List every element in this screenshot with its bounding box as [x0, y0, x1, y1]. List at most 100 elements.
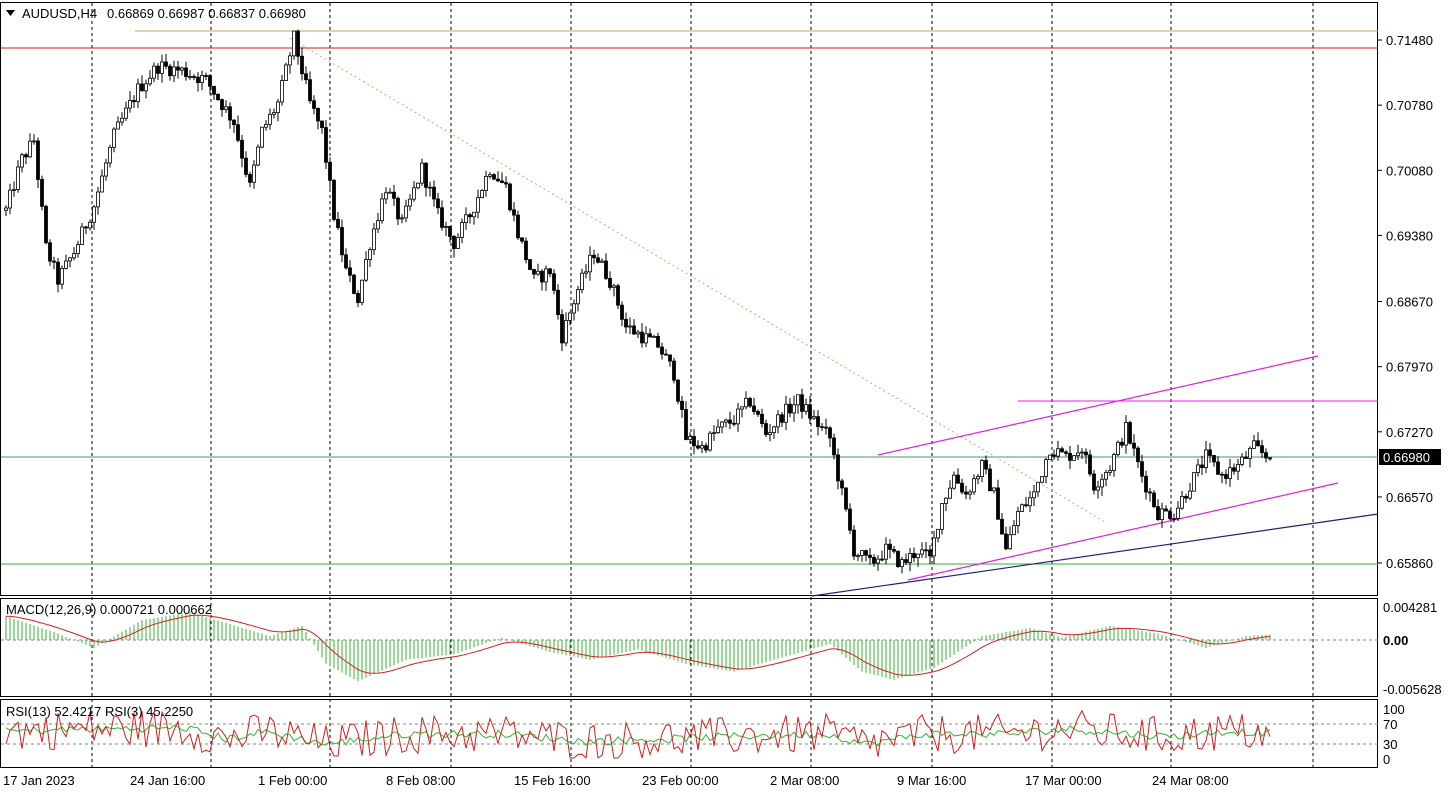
candle-body	[128, 100, 132, 109]
candle-body	[444, 226, 448, 228]
candle-body	[124, 107, 128, 119]
candle-body	[368, 249, 372, 261]
candle-body	[952, 474, 956, 489]
price-tick-label: 0.65860	[1386, 556, 1433, 571]
candle-body	[520, 237, 524, 242]
candle-body	[780, 414, 784, 423]
candle-body	[1056, 448, 1060, 457]
candle-body	[460, 222, 464, 238]
candle-body	[200, 75, 204, 83]
candle-body	[576, 289, 580, 305]
candle-body	[704, 445, 708, 451]
candle-body	[148, 77, 152, 85]
candle-body	[1168, 510, 1172, 519]
rsi13-line	[5, 724, 1271, 747]
candle-body	[288, 55, 292, 66]
candle-body	[1172, 518, 1176, 520]
candle-body	[836, 454, 840, 482]
trendlines[interactable]	[289, 37, 1379, 597]
candle-body	[52, 260, 56, 263]
macd-panel-frame	[0, 598, 1378, 697]
candle-body	[1016, 511, 1020, 527]
candle-body	[100, 175, 104, 193]
candle-body	[376, 220, 380, 230]
candle-body	[176, 66, 180, 71]
candle-body	[220, 99, 224, 110]
candle-body	[732, 422, 736, 425]
candle-body	[736, 408, 740, 425]
candle-body	[924, 549, 928, 552]
candle-body	[672, 360, 676, 381]
candle-body	[188, 76, 192, 78]
candle-body	[788, 403, 792, 414]
rsi-label: RSI(13) 52.4217 RSI(3) 45.2250	[6, 704, 193, 719]
candle-body	[1232, 467, 1236, 472]
candle-body	[840, 480, 844, 489]
candle-body	[856, 555, 860, 557]
candle-body	[996, 487, 1000, 520]
candle-body	[264, 123, 268, 128]
candle-body	[756, 411, 760, 415]
candle-body	[964, 491, 968, 495]
candle-body	[1104, 472, 1108, 480]
candle-body	[880, 558, 884, 561]
candle-body	[160, 61, 164, 74]
candle-body	[688, 436, 692, 440]
candle-body	[48, 242, 52, 262]
candle-body	[764, 423, 768, 435]
candle-body	[112, 128, 116, 148]
candle-body	[240, 139, 244, 159]
candle-body	[716, 426, 720, 434]
candle-body	[164, 61, 168, 67]
candle-body	[24, 154, 28, 158]
candle-body	[116, 121, 120, 130]
candle-body	[536, 270, 540, 275]
candle-body	[1260, 445, 1264, 454]
candle-body	[1204, 449, 1208, 468]
candle-body	[684, 409, 688, 440]
candle-body	[428, 186, 432, 189]
symbol-dropdown-icon[interactable]	[6, 10, 15, 16]
candle-body	[556, 289, 560, 316]
candle-body	[972, 478, 976, 493]
candle-body	[452, 236, 456, 249]
time-tick-label: 2 Mar 08:00	[770, 773, 839, 788]
candle-body	[968, 491, 972, 495]
candle-body	[608, 278, 612, 288]
candle-body	[528, 259, 532, 270]
candle-body	[488, 174, 492, 177]
candle-body	[624, 318, 628, 328]
candle-body	[216, 93, 220, 101]
candle-body	[464, 214, 468, 223]
candle-body	[1088, 454, 1092, 475]
candle-body	[1132, 442, 1136, 449]
candle-body	[408, 198, 412, 207]
candle-body	[832, 437, 836, 456]
candle-body	[348, 267, 352, 276]
candle-body	[168, 65, 172, 77]
candle-body	[1136, 447, 1140, 463]
candle-body	[32, 140, 36, 143]
candle-body	[284, 64, 288, 81]
candle-body	[668, 354, 672, 362]
candle-body	[908, 553, 912, 563]
candle-body	[312, 100, 316, 109]
candle-body	[744, 397, 748, 408]
candle-body	[212, 85, 216, 95]
candle-body	[196, 76, 200, 83]
price-tick-label: 0.68670	[1386, 295, 1433, 310]
candle-body	[740, 406, 744, 410]
candle-body	[600, 260, 604, 263]
candle-body	[680, 400, 684, 410]
candle-body	[152, 65, 156, 79]
candle-body	[492, 174, 496, 180]
candle-body	[1080, 451, 1084, 454]
candle-body	[904, 559, 908, 563]
candle-body	[328, 161, 332, 181]
macd-label: MACD(12,26,9) 0.000721 0.000662	[6, 602, 212, 617]
candle-body	[940, 503, 944, 530]
candle-body	[1032, 491, 1036, 499]
candle-body	[1240, 456, 1244, 465]
candle-body	[960, 482, 964, 493]
